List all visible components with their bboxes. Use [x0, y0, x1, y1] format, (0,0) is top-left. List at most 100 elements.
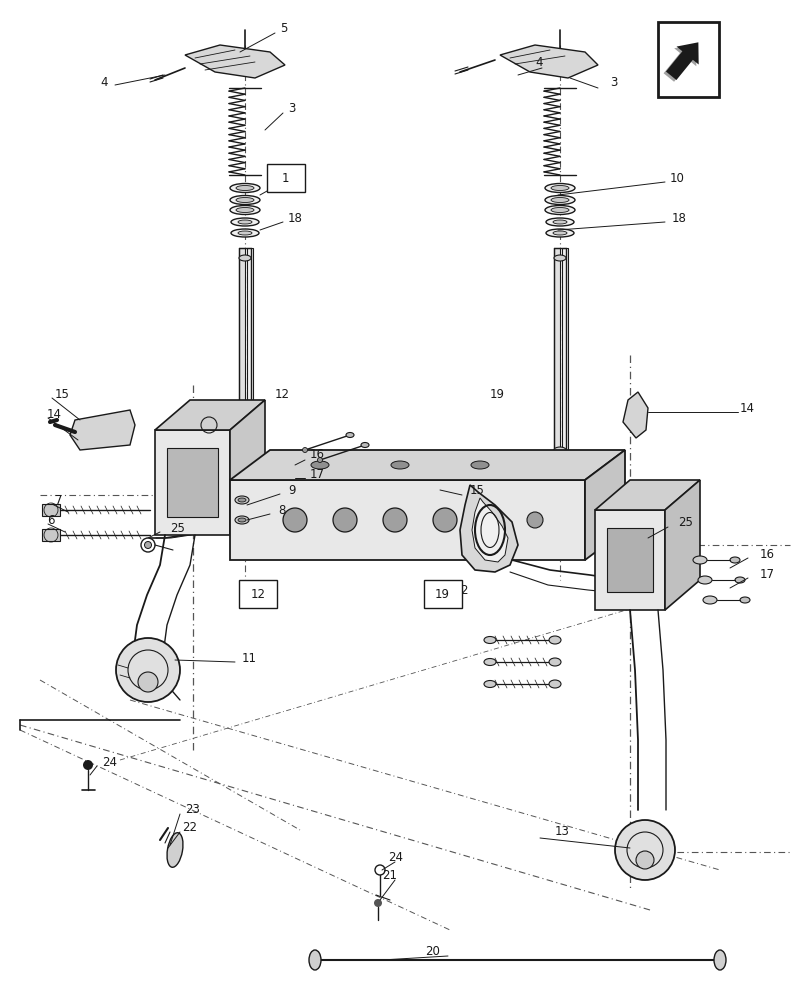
- Text: 14: 14: [739, 401, 754, 414]
- Bar: [657, 22, 718, 97]
- Text: 10: 10: [669, 172, 684, 185]
- Text: 16: 16: [310, 448, 324, 462]
- Circle shape: [432, 508, 457, 532]
- Ellipse shape: [144, 542, 152, 548]
- Text: 19: 19: [435, 587, 449, 600]
- Ellipse shape: [548, 680, 560, 688]
- Bar: [247, 248, 253, 460]
- Text: 3: 3: [288, 102, 295, 115]
- Polygon shape: [664, 480, 699, 610]
- Text: 25: 25: [677, 516, 692, 528]
- Text: 15: 15: [470, 484, 484, 496]
- Text: 10: 10: [288, 172, 303, 185]
- Text: 19: 19: [489, 388, 504, 401]
- Ellipse shape: [238, 518, 246, 522]
- Ellipse shape: [548, 636, 560, 644]
- Text: 14: 14: [47, 408, 62, 422]
- Ellipse shape: [551, 186, 569, 191]
- Ellipse shape: [739, 597, 749, 603]
- Ellipse shape: [391, 461, 409, 469]
- Ellipse shape: [238, 447, 251, 453]
- Polygon shape: [622, 392, 647, 438]
- Circle shape: [116, 638, 180, 702]
- Ellipse shape: [551, 208, 569, 213]
- Bar: [42, 504, 60, 516]
- Ellipse shape: [553, 255, 565, 261]
- Ellipse shape: [361, 442, 368, 448]
- Ellipse shape: [544, 196, 574, 205]
- Ellipse shape: [548, 658, 560, 666]
- Ellipse shape: [553, 447, 565, 453]
- Ellipse shape: [713, 950, 725, 970]
- Ellipse shape: [483, 636, 496, 644]
- Circle shape: [614, 820, 674, 880]
- Text: 18: 18: [672, 212, 686, 225]
- FancyArrow shape: [663, 44, 696, 82]
- Ellipse shape: [311, 461, 328, 469]
- Text: 18: 18: [288, 212, 303, 225]
- Ellipse shape: [238, 498, 246, 502]
- Bar: [238, 248, 245, 460]
- Text: 7: 7: [55, 493, 62, 506]
- Text: 1: 1: [281, 172, 290, 185]
- Ellipse shape: [345, 432, 354, 438]
- Ellipse shape: [303, 448, 307, 452]
- Bar: [42, 529, 60, 541]
- Text: 20: 20: [424, 945, 440, 958]
- FancyArrow shape: [665, 42, 697, 80]
- Polygon shape: [155, 430, 230, 535]
- Polygon shape: [460, 485, 517, 572]
- Ellipse shape: [483, 680, 496, 688]
- Polygon shape: [230, 450, 624, 480]
- Polygon shape: [70, 410, 135, 450]
- Text: 2: 2: [460, 584, 467, 596]
- Ellipse shape: [544, 184, 574, 193]
- Bar: [239, 580, 277, 608]
- Ellipse shape: [552, 220, 566, 224]
- Text: 16: 16: [759, 548, 774, 562]
- Text: 17: 17: [759, 568, 774, 582]
- Ellipse shape: [697, 576, 711, 584]
- Text: 4: 4: [534, 56, 542, 69]
- Ellipse shape: [544, 206, 574, 215]
- Ellipse shape: [238, 255, 251, 261]
- Ellipse shape: [230, 229, 259, 237]
- Text: 12: 12: [275, 388, 290, 401]
- Ellipse shape: [644, 536, 650, 544]
- Ellipse shape: [230, 196, 260, 205]
- Text: 9: 9: [288, 484, 295, 496]
- Circle shape: [487, 512, 502, 528]
- Ellipse shape: [483, 658, 496, 666]
- Polygon shape: [471, 498, 508, 562]
- Text: 11: 11: [242, 652, 257, 664]
- Text: 24: 24: [388, 851, 402, 864]
- Circle shape: [138, 672, 158, 692]
- Circle shape: [333, 508, 357, 532]
- Ellipse shape: [470, 461, 488, 469]
- Ellipse shape: [702, 596, 716, 604]
- Circle shape: [83, 760, 93, 770]
- Ellipse shape: [692, 556, 706, 564]
- Text: 3: 3: [609, 76, 616, 89]
- Text: 5: 5: [679, 22, 687, 35]
- Bar: [267, 164, 304, 192]
- Text: 22: 22: [182, 821, 197, 834]
- Circle shape: [635, 851, 653, 869]
- Ellipse shape: [551, 198, 569, 203]
- Text: 23: 23: [185, 803, 200, 816]
- Ellipse shape: [167, 833, 182, 867]
- Text: 8: 8: [277, 504, 285, 516]
- Text: 15: 15: [55, 388, 70, 401]
- Text: 17: 17: [310, 468, 324, 482]
- Ellipse shape: [545, 218, 573, 226]
- Polygon shape: [185, 45, 285, 78]
- Bar: [553, 248, 560, 460]
- Circle shape: [374, 899, 381, 907]
- Text: 25: 25: [169, 522, 185, 534]
- Ellipse shape: [234, 516, 249, 524]
- Polygon shape: [594, 480, 699, 510]
- Ellipse shape: [230, 184, 260, 193]
- Polygon shape: [500, 45, 597, 78]
- Ellipse shape: [238, 231, 251, 235]
- Bar: [167, 448, 217, 517]
